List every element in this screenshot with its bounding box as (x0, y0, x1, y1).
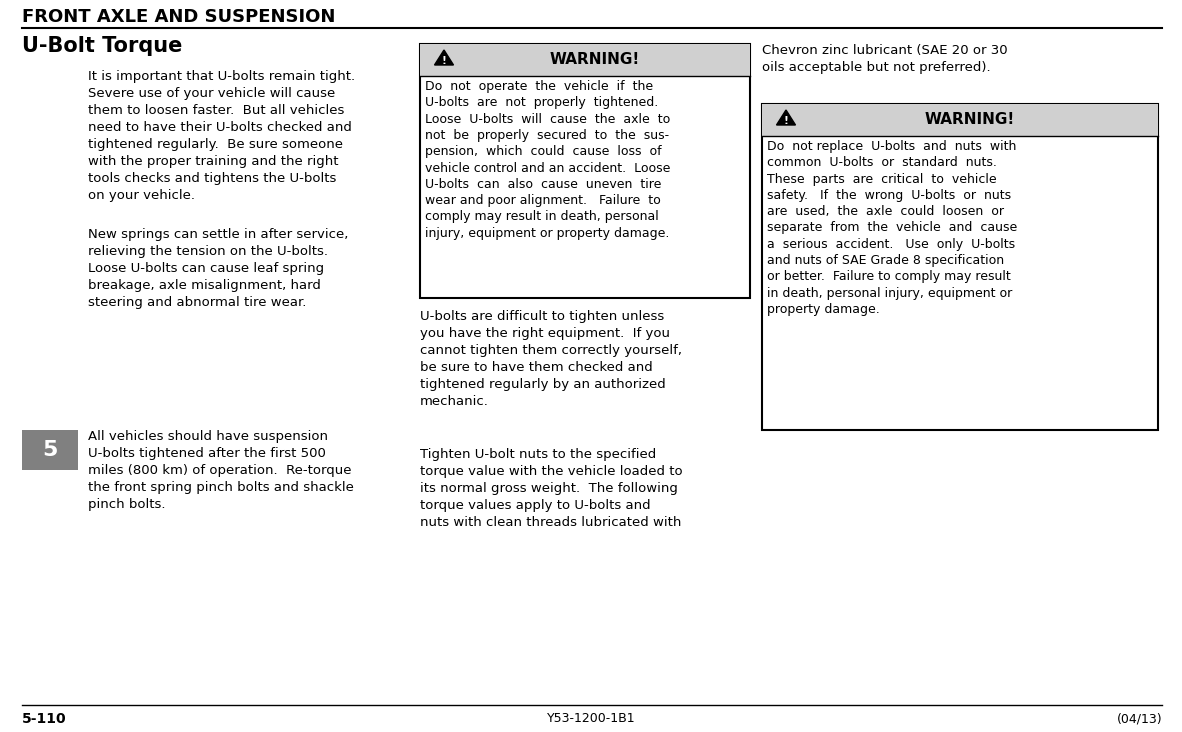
Text: WARNING!: WARNING! (924, 113, 1015, 127)
Text: FRONT AXLE AND SUSPENSION: FRONT AXLE AND SUSPENSION (22, 8, 336, 26)
Text: All vehicles should have suspension
U-bolts tightened after the first 500
miles : All vehicles should have suspension U-bo… (87, 430, 353, 511)
Text: Do  not  operate  the  vehicle  if  the
U-bolts  are  not  properly  tightened.
: Do not operate the vehicle if the U-bolt… (426, 80, 670, 239)
Bar (22, 430, 78, 470)
Text: 5: 5 (43, 440, 58, 460)
Bar (420, 44, 751, 298)
Text: !: ! (784, 116, 788, 126)
Bar (762, 104, 1158, 136)
Text: U-bolts are difficult to tighten unless
you have the right equipment.  If you
ca: U-bolts are difficult to tighten unless … (420, 310, 682, 408)
Bar (762, 104, 1158, 430)
Text: (04/13): (04/13) (1116, 712, 1162, 725)
Bar (420, 44, 751, 76)
Polygon shape (777, 110, 795, 125)
Text: WARNING!: WARNING! (550, 53, 641, 67)
Polygon shape (435, 50, 454, 65)
Text: 5-110: 5-110 (22, 712, 66, 726)
Text: Tighten U-bolt nuts to the specified
torque value with the vehicle loaded to
its: Tighten U-bolt nuts to the specified tor… (420, 448, 683, 529)
Text: !: ! (442, 56, 447, 66)
Text: Do  not replace  U-bolts  and  nuts  with
common  U-bolts  or  standard  nuts.
T: Do not replace U-bolts and nuts with com… (767, 140, 1018, 316)
Text: Chevron zinc lubricant (SAE 20 or 30
oils acceptable but not preferred).: Chevron zinc lubricant (SAE 20 or 30 oil… (762, 44, 1007, 74)
Text: New springs can settle in after service,
relieving the tension on the U-bolts.
L: New springs can settle in after service,… (87, 228, 349, 309)
Text: Y53-1200-1B1: Y53-1200-1B1 (547, 712, 635, 725)
Text: U-Bolt Torque: U-Bolt Torque (22, 36, 182, 56)
Text: It is important that U-bolts remain tight.
Severe use of your vehicle will cause: It is important that U-bolts remain tigh… (87, 70, 355, 202)
